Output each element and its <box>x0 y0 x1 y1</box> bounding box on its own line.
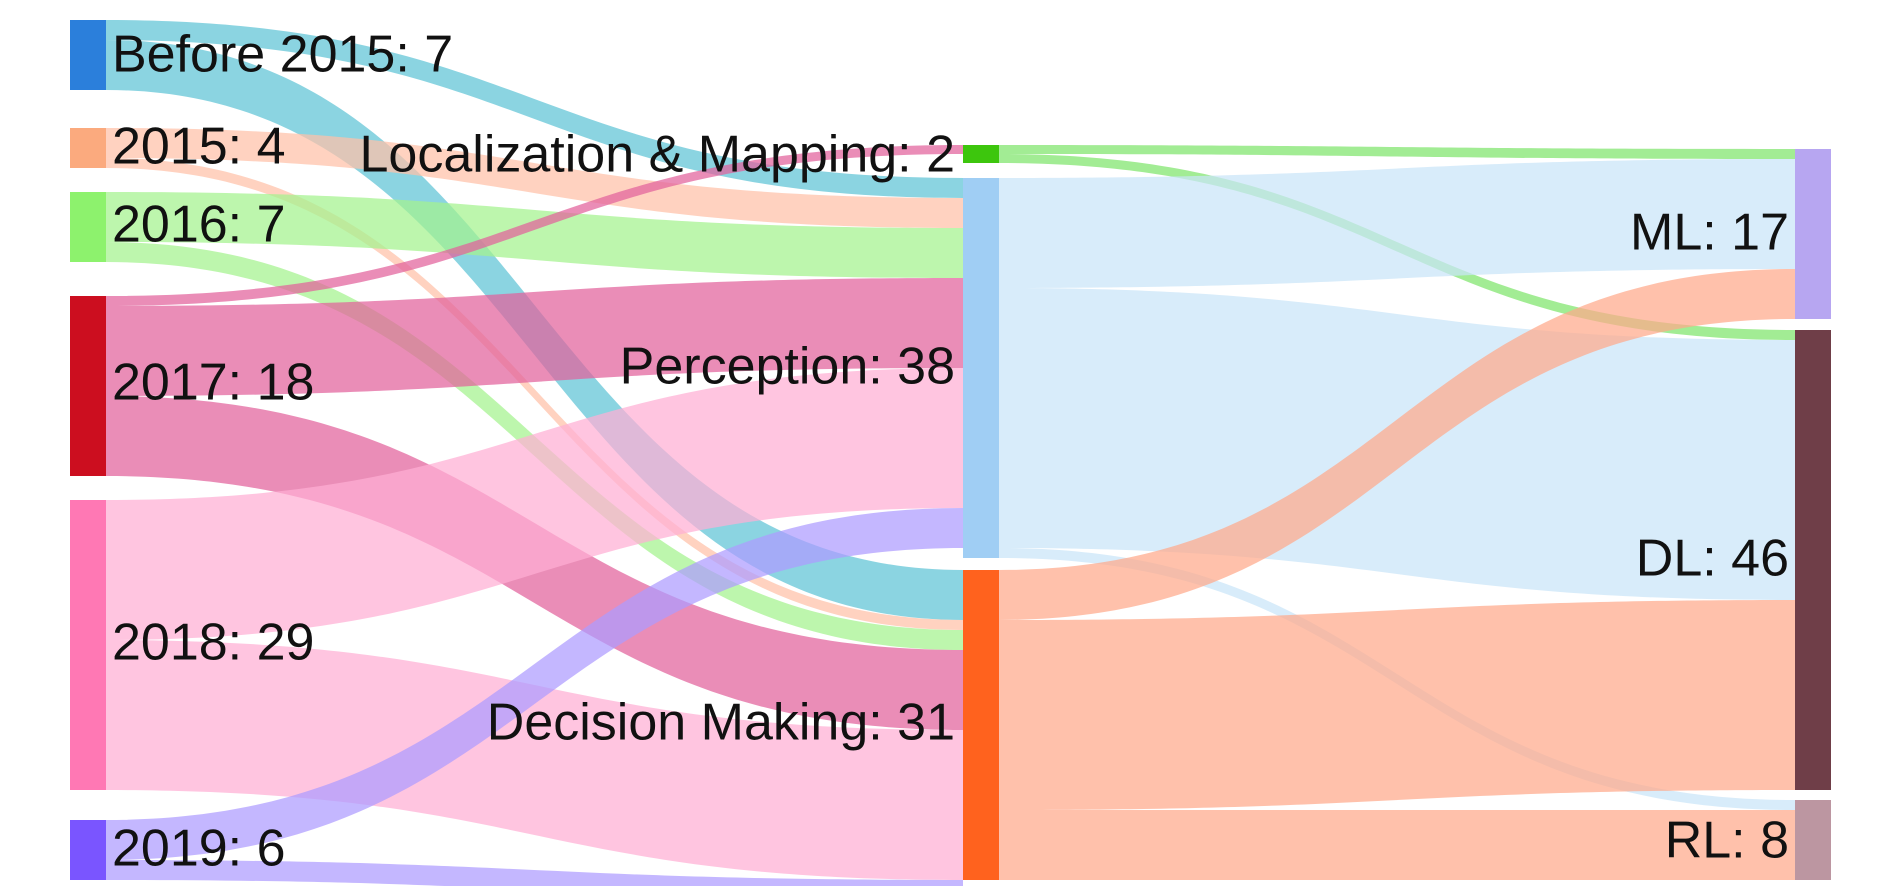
node-label-2017: 2017: 18 <box>112 354 314 412</box>
node-localization-and-mapping <box>963 145 999 163</box>
node-2016 <box>70 192 106 262</box>
node-label-dl: DL: 46 <box>1636 530 1789 588</box>
node-label-decision-making: Decision Making: 31 <box>487 694 955 752</box>
node-ml <box>1795 149 1831 319</box>
link-y2017-to-loc <box>106 145 963 306</box>
node-label-perception: Perception: 38 <box>620 338 955 396</box>
link-y2015-to-dec <box>106 158 963 630</box>
node-decision-making <box>963 570 999 880</box>
link-y2017-to-perc <box>106 278 963 396</box>
link-dec-to-ml <box>999 269 1795 620</box>
link-perc-to-ml <box>999 159 1795 288</box>
node-label-2016: 2016: 7 <box>112 196 286 254</box>
nodes-layer <box>70 20 1831 880</box>
node-label-localization-and-mapping: Localization & Mapping: 2 <box>360 126 956 184</box>
node-label-2019: 2019: 6 <box>112 820 286 878</box>
links-layer <box>106 20 1795 886</box>
node-label-before-2015: Before 2015: 7 <box>112 26 453 84</box>
node-label-2015: 2015: 4 <box>112 118 286 176</box>
node-perception <box>963 178 999 558</box>
node-label-2018: 2018: 29 <box>112 614 314 672</box>
link-dec-to-rl <box>999 810 1795 880</box>
link-y2019-to-dec <box>106 860 963 886</box>
link-dec-to-dl <box>999 600 1795 810</box>
node-2018 <box>70 500 106 790</box>
link-loc-to-ml <box>999 145 1795 159</box>
node-2015 <box>70 128 106 168</box>
node-2019 <box>70 820 106 880</box>
node-2017 <box>70 296 106 476</box>
labels-layer: Before 2015: 7 2015: 4 2016: 7 2017: 18 2018… <box>112 26 1789 878</box>
link-y2018-to-dec <box>106 640 963 880</box>
node-before-2015 <box>70 20 106 90</box>
link-y2018-to-perc <box>106 368 963 640</box>
link-y2015-to-perc <box>106 128 963 228</box>
node-label-rl: RL: 8 <box>1665 812 1789 870</box>
link-before2015-to-perc <box>106 20 963 198</box>
link-y2016-to-perc <box>106 192 963 278</box>
node-label-ml: ML: 17 <box>1630 204 1789 262</box>
link-y2019-to-perc <box>106 508 963 860</box>
node-rl <box>1795 800 1831 880</box>
node-dl <box>1795 330 1831 790</box>
